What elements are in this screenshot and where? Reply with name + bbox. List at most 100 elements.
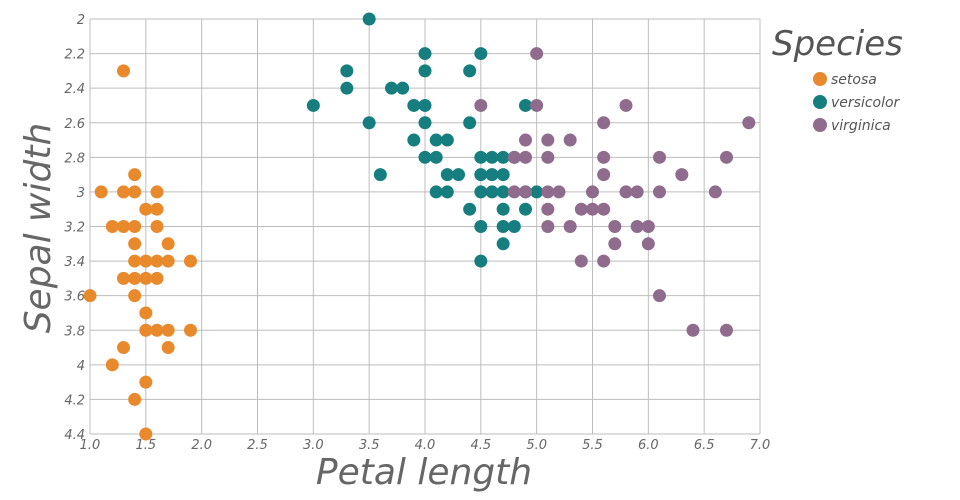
point-versicolor <box>474 185 488 199</box>
point-versicolor <box>496 202 510 216</box>
grid-lines <box>89 18 761 435</box>
point-virginica <box>653 185 666 199</box>
point-versicolor <box>496 168 510 182</box>
point-versicolor <box>463 202 477 216</box>
y-tick-label: 2.8 <box>64 151 85 166</box>
point-virginica <box>507 150 521 164</box>
point-versicolor <box>452 168 465 182</box>
x-tick-label: 3.0 <box>303 438 324 453</box>
point-virginica <box>586 202 599 216</box>
point-versicolor <box>485 150 499 164</box>
point-setosa <box>94 185 108 199</box>
point-versicolor <box>418 64 432 78</box>
point-virginica <box>742 116 756 130</box>
point-setosa <box>139 271 153 285</box>
point-setosa <box>128 289 142 303</box>
legend-marker-versicolor <box>813 95 827 109</box>
x-tick-label: 4.5 <box>470 438 491 453</box>
point-versicolor <box>530 185 544 199</box>
point-versicolor <box>306 98 320 112</box>
y-tick-label: 3.2 <box>64 221 85 236</box>
point-versicolor <box>440 185 454 199</box>
x-tick-labels: 1.0 1.5 2.0 2.5 3.0 3.5 4.0 4.5 5.0 5.5 6.0 6.5 7.0 <box>80 438 771 453</box>
point-virginica <box>574 254 588 268</box>
point-setosa <box>117 64 130 78</box>
point-virginica <box>541 220 555 233</box>
point-versicolor <box>519 98 532 112</box>
point-versicolor <box>474 220 488 233</box>
point-versicolor <box>440 168 454 182</box>
point-versicolor <box>418 150 432 164</box>
x-tick-label: 1.5 <box>135 438 156 453</box>
legend-marker-setosa <box>813 72 827 86</box>
y-tick-label: 2.2 <box>64 48 85 63</box>
point-setosa <box>150 220 164 233</box>
y-tick-label: 4.2 <box>64 393 85 408</box>
y-tick-labels: 2 2.2 2.4 2.6 2.8 3 3.2 3.4 3.6 3.8 4 4.2 4.4 <box>64 13 85 443</box>
point-virginica <box>675 168 689 182</box>
point-setosa <box>139 427 153 441</box>
point-setosa <box>128 168 142 182</box>
point-versicolor <box>496 185 510 199</box>
point-versicolor <box>485 185 499 199</box>
x-tick-label: 7.0 <box>750 438 771 453</box>
point-setosa <box>83 289 97 303</box>
point-versicolor <box>463 116 477 130</box>
x-axis-title: Petal length <box>316 452 532 493</box>
y-axis-title: Sepal width <box>18 123 59 334</box>
point-virginica <box>720 323 733 337</box>
point-virginica <box>653 150 666 164</box>
y-tick-label: 2.4 <box>64 82 85 97</box>
x-tick-label: 2.0 <box>191 438 212 453</box>
y-tick-label: 3.4 <box>64 255 85 270</box>
point-virginica <box>563 133 577 147</box>
point-versicolor <box>396 81 410 95</box>
point-setosa <box>117 271 130 285</box>
x-tick-label: 5.5 <box>582 438 603 453</box>
point-virginica <box>530 47 544 61</box>
point-versicolor <box>474 47 488 61</box>
y-tick-label: 4.4 <box>64 428 85 443</box>
point-virginica <box>519 150 532 164</box>
point-virginica <box>597 168 611 182</box>
point-virginica <box>574 202 588 216</box>
point-setosa <box>117 341 130 355</box>
point-setosa <box>105 358 119 372</box>
point-versicolor <box>340 81 354 95</box>
point-setosa <box>139 323 153 337</box>
point-virginica <box>541 202 555 216</box>
point-versicolor <box>496 150 510 164</box>
point-setosa <box>139 202 153 216</box>
point-versicolor <box>385 81 398 95</box>
point-versicolor <box>485 168 499 182</box>
point-virginica <box>641 220 655 233</box>
point-setosa <box>128 220 142 233</box>
point-virginica <box>541 133 555 147</box>
point-virginica <box>630 185 644 199</box>
point-versicolor <box>496 237 510 251</box>
point-setosa <box>150 185 164 199</box>
legend-items: setosa versicolor virginica <box>813 72 901 134</box>
x-tick-label: 5.0 <box>526 438 547 453</box>
point-setosa <box>184 323 197 337</box>
point-versicolor <box>362 12 376 26</box>
point-setosa <box>161 323 175 337</box>
x-tick-label: 6.5 <box>694 438 715 453</box>
point-setosa <box>161 341 175 355</box>
x-tick-label: 1.0 <box>80 438 101 453</box>
y-tick-label: 3.6 <box>64 290 85 305</box>
point-setosa <box>161 237 175 251</box>
point-virginica <box>507 185 521 199</box>
point-virginica <box>530 98 544 112</box>
point-setosa <box>139 306 153 320</box>
point-versicolor <box>429 185 443 199</box>
point-setosa <box>117 220 130 233</box>
legend-label-setosa: setosa <box>831 72 877 88</box>
point-virginica <box>708 185 722 199</box>
point-versicolor <box>474 150 488 164</box>
point-versicolor <box>474 168 488 182</box>
point-setosa <box>139 254 153 268</box>
point-setosa <box>128 237 142 251</box>
point-setosa <box>105 220 119 233</box>
point-versicolor <box>507 220 521 233</box>
